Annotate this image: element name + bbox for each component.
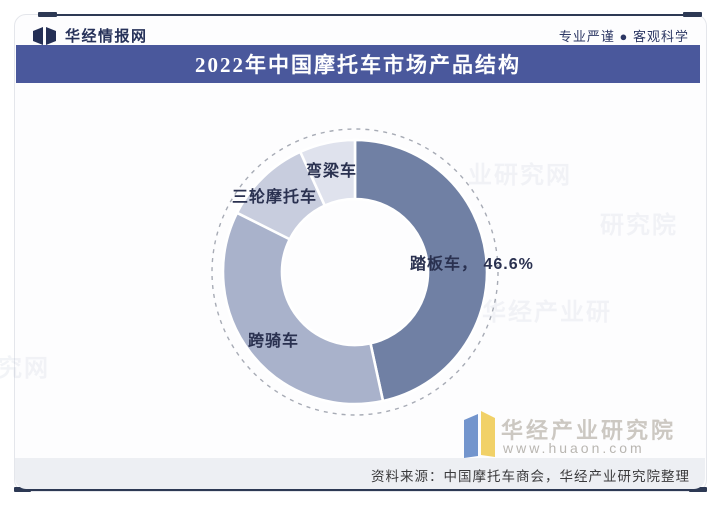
brand-lockup: 华经情报网	[33, 25, 148, 46]
top-right-frame-dash	[683, 12, 702, 17]
ghost-watermark: 华经产业研	[482, 299, 612, 326]
site-watermark-name: 华经产业研究院	[501, 418, 677, 443]
bottom-right-frame-dash	[689, 487, 707, 492]
ghost-watermark: 研究院	[600, 212, 678, 239]
donut-guide-circle	[211, 128, 499, 416]
site-watermark-url: www.huaon.com	[503, 440, 645, 456]
site-watermark-logo-icon	[464, 411, 495, 458]
donut-segment-跨骑车	[221, 211, 385, 406]
ghost-watermark: 业研究网	[468, 162, 572, 189]
content-card	[14, 14, 707, 492]
brand-name: 华经情报网	[65, 28, 148, 45]
donut-segment-踏板车	[353, 138, 489, 403]
bottom-frame-line	[15, 489, 705, 491]
open-book-logo-icon	[33, 26, 56, 45]
chart-title: 2022年中国摩托车市场产品结构	[195, 53, 521, 77]
segment-label-three-wheel: 三轮摩托车	[232, 189, 318, 206]
title-bar: 2022年中国摩托车市场产品结构	[16, 45, 700, 83]
donut-segment-弯梁车	[299, 138, 357, 207]
ghost-watermark: 研究网	[0, 355, 50, 382]
top-left-frame-dash	[38, 12, 57, 17]
header-tagline: 专业严谨 ● 客观科学	[558, 29, 689, 44]
top-frame-line	[40, 14, 700, 16]
data-source-text: 资料来源：中国摩托车商会，华经产业研究院整理	[371, 469, 690, 484]
segment-label-straddle: 跨骑车	[248, 333, 300, 350]
bottom-left-frame-dash	[14, 487, 31, 492]
segment-label-scooter: 踏板车， 46.6%	[410, 256, 534, 273]
footer-band	[15, 458, 705, 489]
segment-label-underbone: 弯梁车	[306, 163, 358, 180]
